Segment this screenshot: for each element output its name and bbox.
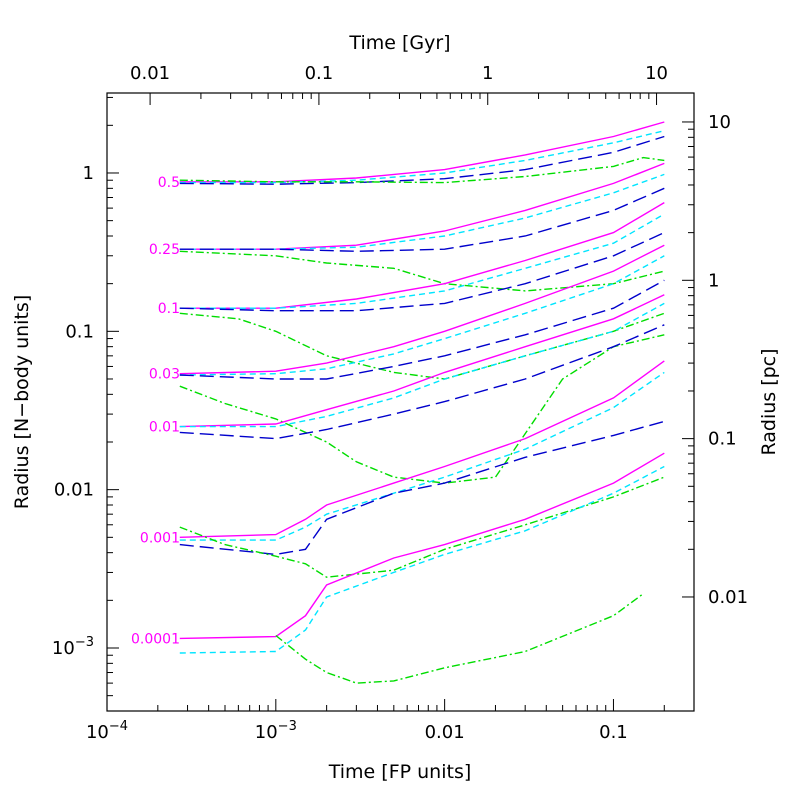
series-group [179,121,665,684]
series-line-0.25-short-dash [179,173,665,250]
x-tick-label: 10−4 [86,719,128,743]
series-line-0.001-short-dash [179,371,665,541]
series-line-0.03-solid [179,244,665,375]
y-tick-label: 0.01 [54,480,94,501]
mass-fraction-label: 0.5 [158,175,180,191]
x-tick-label: 10−3 [255,719,297,743]
series-line-0.1-long-dash [179,231,665,312]
top-tick-label: 0.1 [305,63,334,84]
series-line-0.1-dash-dot [179,312,665,380]
right-axis-title: Radius [pc] [758,348,780,455]
series-line-0.5-short-dash [179,130,665,184]
series-line-0.5-long-dash [179,135,665,185]
top-tick-label: 10 [645,63,668,84]
y-tick-label: 10−3 [52,635,94,659]
y-tick-label: 0.1 [65,321,94,342]
top-tick-label: 1 [482,63,493,84]
series-line-0.0001-short-dash [179,465,665,654]
series-line-0.0001-dash-dot [275,593,644,684]
ticks-group: 0.01 0.1 1 10 10 1 0.1 0.01 10−4 10−3 0.01 0.1 10−3 0… [52,63,748,743]
series-line-0.25-dash-dot [179,250,665,292]
series-line-0.5-solid [179,121,665,183]
mass-fraction-labels: 0.5 0.25 0.1 0.03 0.01 0.001 0.0001 [131,175,180,648]
right-tick-label: 0.01 [708,587,748,608]
mass-fraction-label: 0.0001 [131,631,180,647]
mass-fraction-label: 0.03 [149,367,180,383]
series-line-0.03-long-dash [179,279,665,380]
top-tick-label: 0.01 [130,63,170,84]
mass-fraction-label: 0.25 [149,242,180,258]
series-line-0.25-solid [179,162,665,250]
series-line-0.25-long-dash [179,187,665,253]
series-line-0.1-solid [179,201,665,309]
series-line-0.03-dash-dot [179,334,665,484]
series-line-0.001-solid [179,360,665,538]
plot-frame [106,92,695,712]
right-tick-label: 0.1 [708,429,737,450]
series-line-0.5-dash-dot [179,156,665,184]
mass-fraction-label: 0.001 [140,530,180,546]
x-tick-label: 0.01 [425,722,465,743]
series-line-0.1-short-dash [179,213,665,309]
series-line-0.01-long-dash [179,324,665,440]
series-line-0.01-solid [179,294,665,428]
mass-fraction-label: 0.1 [158,301,180,317]
mass-fraction-label: 0.01 [149,420,180,436]
x-tick-label: 0.1 [599,722,628,743]
left-axis-title: Radius [N−body units] [11,295,33,509]
y-tick-label: 1 [83,163,94,184]
series-line-0.03-short-dash [179,255,665,376]
series-line-0.001-long-dash [179,420,665,556]
series-line-0.01-short-dash [179,302,665,428]
right-tick-label: 10 [708,112,731,133]
bottom-axis-title: Time [FP units] [328,761,472,783]
right-tick-label: 1 [708,270,719,291]
series-line-0.0001-solid [179,452,665,640]
top-axis-title: Time [Gyr] [348,32,450,54]
